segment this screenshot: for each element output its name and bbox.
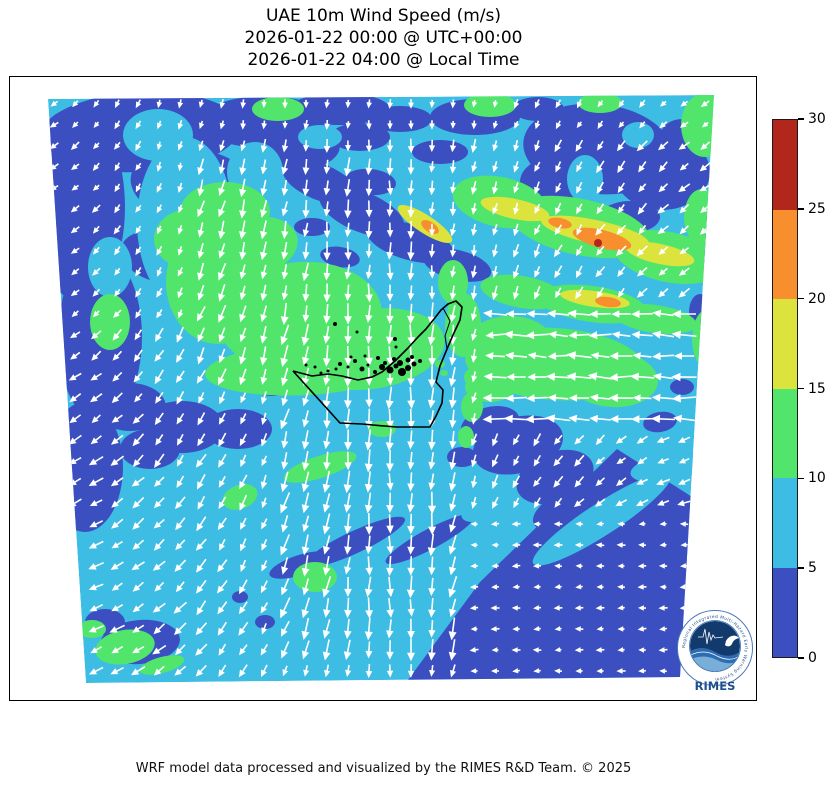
uae-outline [292,300,463,428]
colorbar-band-15-20 [773,299,797,389]
wind-map-canvas [48,95,714,683]
colorbar-bands [772,119,798,658]
rimes-label: RIMES [695,679,736,693]
colorbar-tickmark [798,118,804,120]
chart-title: UAE 10m Wind Speed (m/s) 2026-01-22 00:0… [10,5,757,71]
colorbar-band-20-25 [773,209,797,299]
colorbar-band-25-30 [773,120,797,210]
rimes-logo: Regional Integrated Multi-Hazard Early W… [677,610,753,693]
title-line-2: 2026-01-22 00:00 @ UTC+00:00 [244,28,523,48]
colorbar-tick-label: 25 [808,200,826,217]
colorbar-tick-label: 30 [808,111,826,127]
colorbar-tick-label: 15 [808,380,826,397]
plot-frame: Regional Integrated Multi-Hazard Early W… [9,76,757,701]
colorbar-tickmark [798,387,804,390]
colorbar-band-0-5 [773,567,797,657]
colorbar-band-10-15 [773,388,797,478]
colorbar-tickmark [798,567,804,569]
colorbar-tick-label: 10 [808,470,826,487]
colorbar-tick-label: 5 [808,560,817,577]
title-line-3: 2026-01-22 04:00 @ Local Time [247,50,520,70]
colorbar: 0 5 10 15 20 25 30 [772,112,835,665]
colorbar-tick-label: 0 [808,650,817,666]
colorbar-band-5-10 [773,478,797,568]
colorbar-tickmark [798,657,804,659]
quiver-arrows [49,99,712,679]
bird-icon [725,635,739,647]
wind-field [48,95,714,683]
colorbar-tickmark [798,477,804,480]
colorbar-tickmark [798,297,804,300]
footer-credit: WRF model data processed and visualized … [135,761,632,776]
seismograph-icon [698,628,724,645]
colorbar-tickmark [798,208,804,210]
title-line-1: UAE 10m Wind Speed (m/s) [265,6,502,26]
colorbar-tick-label: 20 [808,290,826,307]
